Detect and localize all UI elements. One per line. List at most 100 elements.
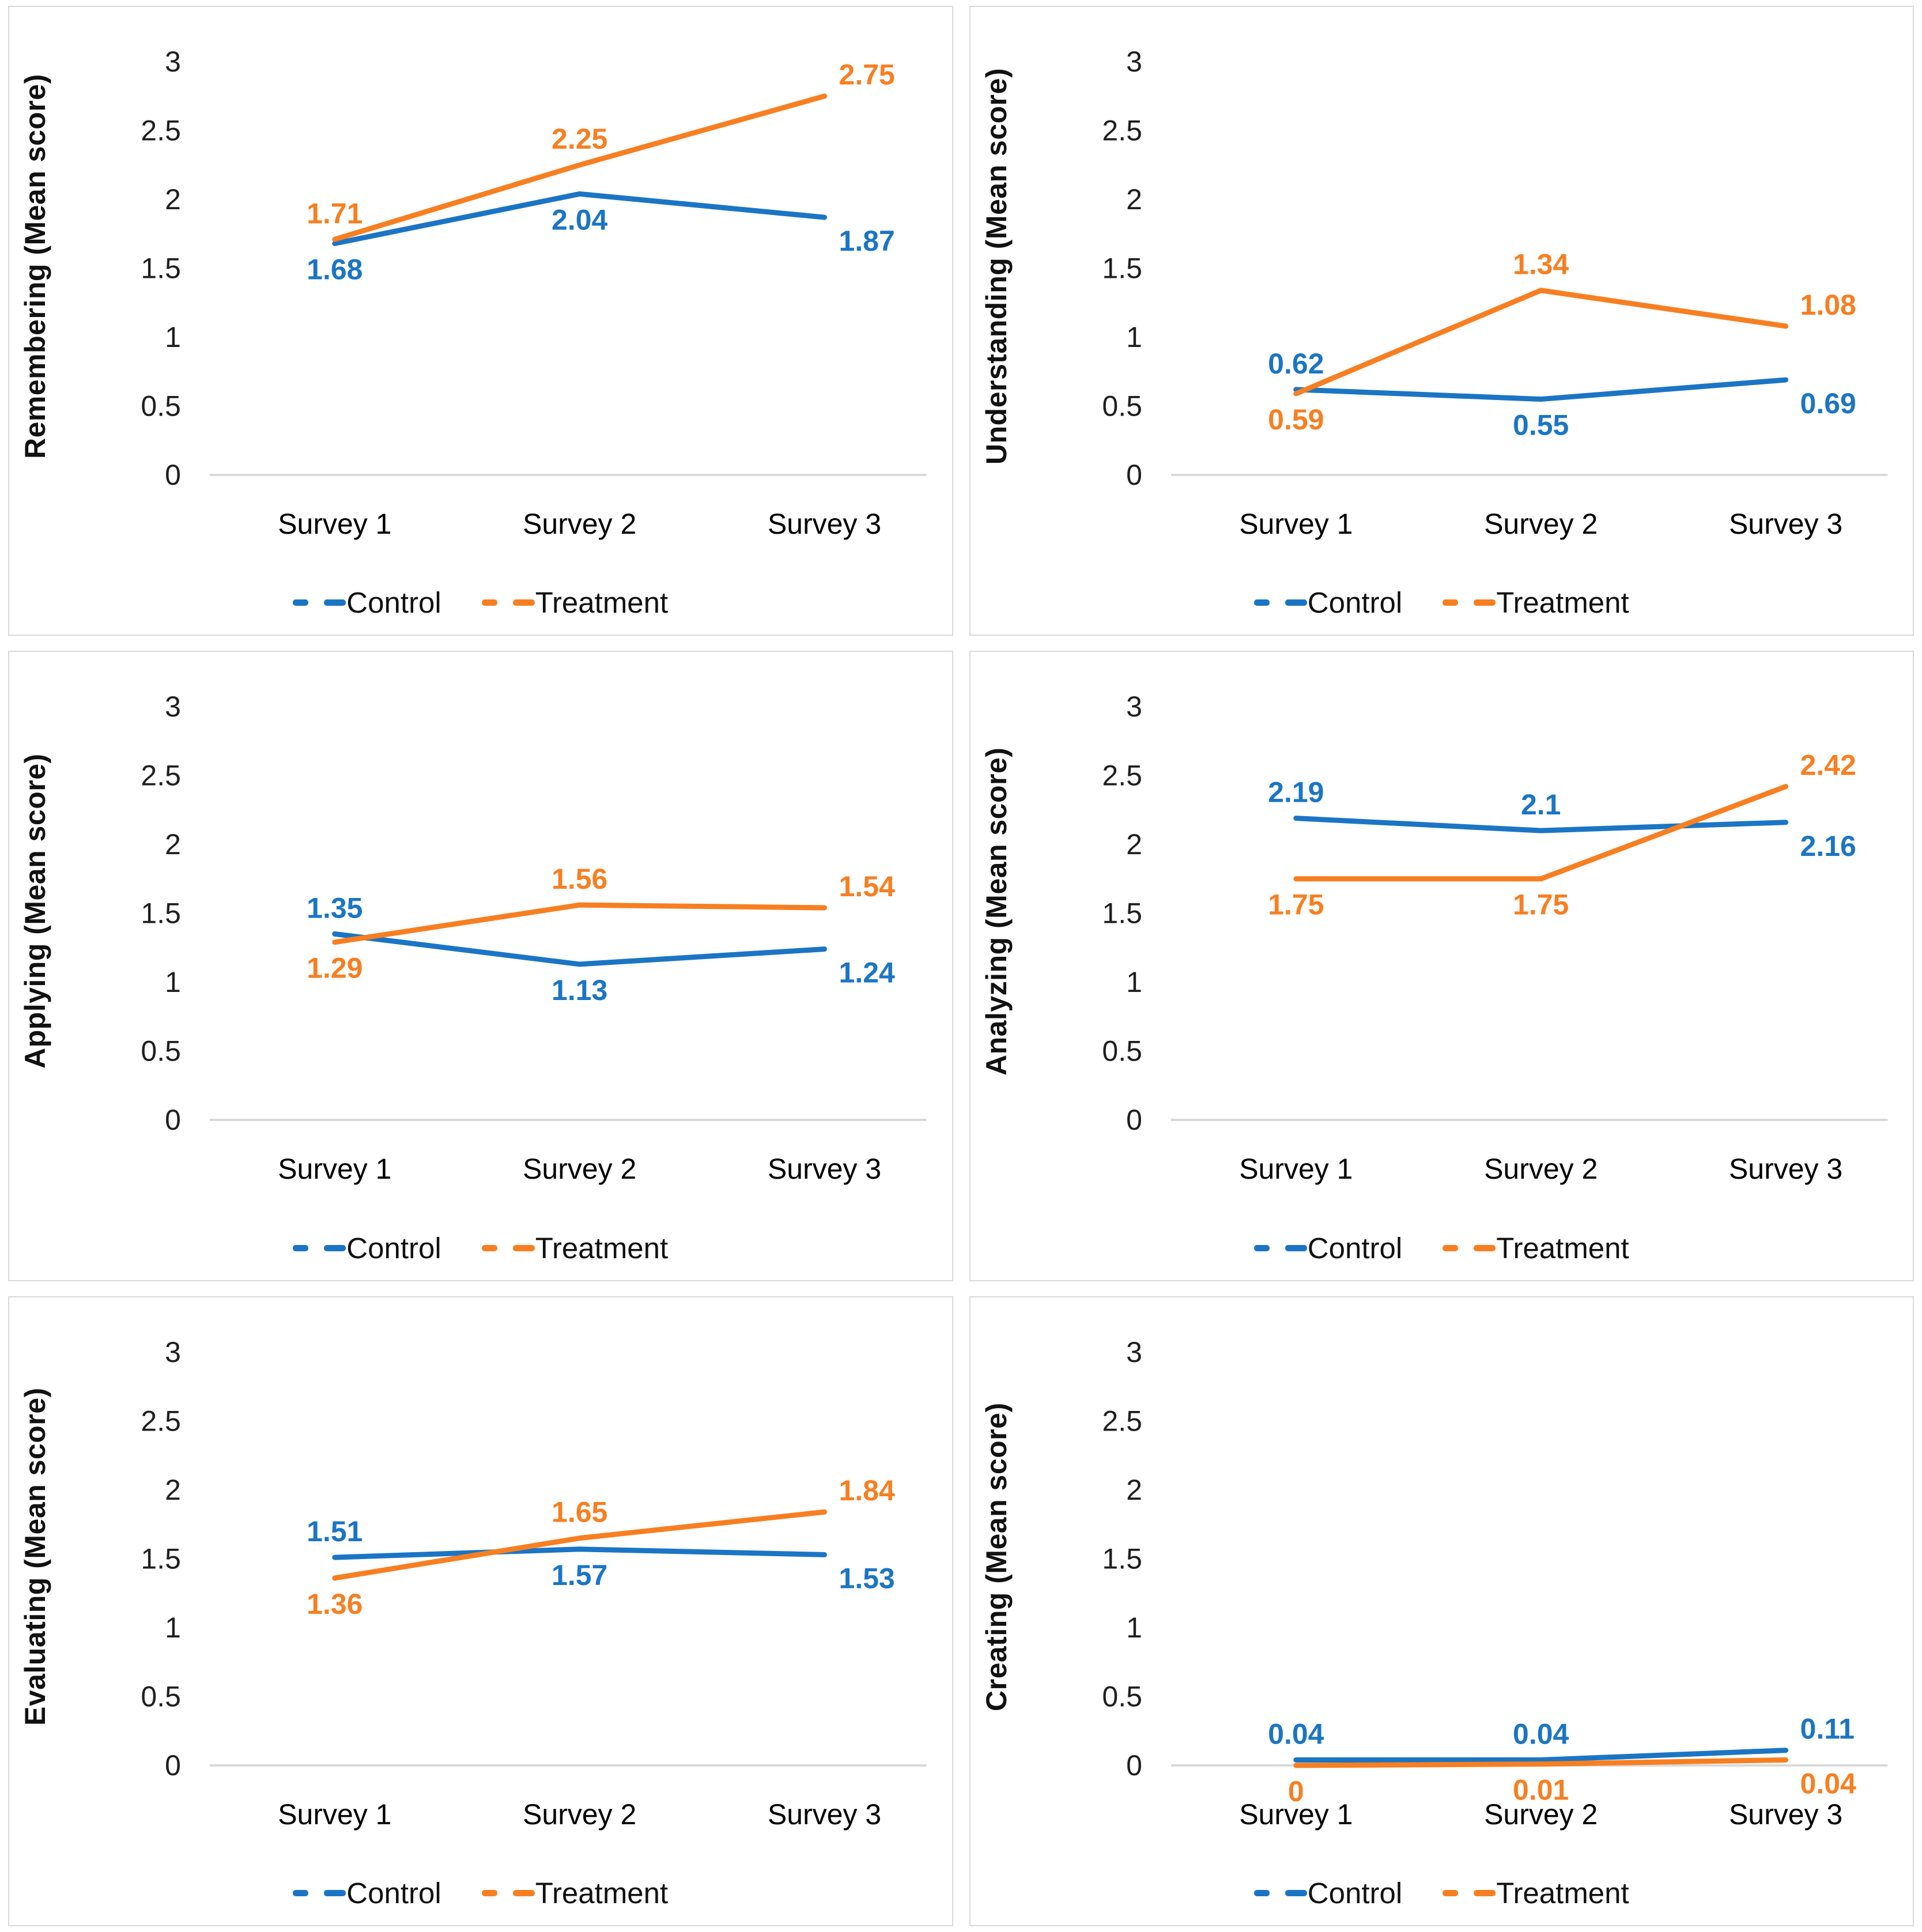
x-tick-label: Survey 2 (1484, 1798, 1598, 1831)
treatment-dash-icon (1474, 1890, 1496, 1896)
understanding-line-chart: 0 0.5 1 1.5 2 2.5 3 Survey 1 Survey 2 Survey 3 0.6… (1102, 46, 1888, 540)
control-dash-icon (293, 1244, 309, 1251)
control-dash-icon (1253, 1244, 1270, 1251)
y-axis-title: Evaluating (Mean score) (19, 1387, 51, 1726)
control-data-label: 2.19 (1268, 776, 1324, 809)
legend-label-treatment: Treatment (535, 586, 669, 620)
control-series-line (332, 1546, 828, 1560)
evaluating-line-chart: 0 0.5 1 1.5 2 2.5 3 Survey 1 Survey 2 Survey 3 1.5… (141, 1336, 927, 1831)
y-tick-label: 0 (165, 459, 181, 491)
legend-item-control: Control (1253, 586, 1402, 620)
y-tick-label: 0.5 (141, 1035, 180, 1067)
legend-label-treatment: Treatment (1496, 1877, 1629, 1910)
y-tick-label: 0 (1126, 459, 1142, 491)
x-tick-label: Survey 1 (278, 1798, 391, 1831)
treatment-data-label: 1.84 (839, 1474, 895, 1507)
applying-line-chart: 0 0.5 1 1.5 2 2.5 3 Survey 1 Survey 2 Survey 3 1.3… (141, 690, 927, 1185)
legend-label-control: Control (1307, 1231, 1403, 1265)
y-tick-label: 1.5 (1102, 897, 1142, 930)
y-tick-label: 2.5 (141, 114, 180, 146)
chart-panel-creating: Creating (Mean score) 0 0.5 1 1.5 2 2.5 3 Surve… (969, 1296, 1914, 1926)
y-tick-label: 2.5 (141, 760, 180, 792)
y-tick-label: 0 (165, 1749, 181, 1782)
legend-item-control: Control (1253, 1876, 1403, 1910)
chart-panel-analyzing: Analyzing (Mean score) 0 0.5 1 1.5 2 2.5 3 Surv… (969, 651, 1914, 1281)
legend-item-control: Control (293, 1231, 441, 1265)
control-data-label: 0.04 (1268, 1718, 1324, 1750)
control-data-label: 1.51 (307, 1515, 363, 1548)
y-tick-label: 3 (165, 1336, 181, 1368)
y-tick-label: 1.5 (1102, 1542, 1142, 1575)
treatment-data-label: 2.42 (1800, 749, 1856, 782)
treatment-series-line (1293, 1757, 1788, 1768)
legend-item-control: Control (1253, 1231, 1403, 1265)
control-data-label: 1.68 (307, 253, 363, 285)
control-series-line (1293, 377, 1788, 402)
control-series-line (1293, 816, 1788, 833)
chart-legend: Control Treatment (9, 586, 952, 620)
treatment-data-label: 0.01 (1513, 1773, 1569, 1806)
chart-legend: Control Treatment (971, 586, 1913, 620)
legend-label-control: Control (1307, 1877, 1403, 1910)
control-data-label: 1.87 (839, 225, 895, 257)
control-data-label: 0.55 (1513, 409, 1569, 442)
treatment-dash-icon (1474, 599, 1496, 606)
treatment-dash-icon (512, 599, 535, 606)
remembering-line-chart: 0 0.5 1 1.5 2 2.5 3 Survey 1 Survey 2 Survey 3 1.6… (141, 46, 927, 540)
y-tick-label: 1 (1126, 1612, 1142, 1644)
y-tick-label: 0 (1126, 1749, 1142, 1782)
y-tick-label: 1.5 (141, 1542, 180, 1575)
x-tick-label: Survey 1 (278, 1153, 391, 1185)
treatment-data-label: 1.75 (1513, 889, 1569, 921)
x-tick-label: Survey 3 (768, 508, 881, 540)
control-data-label: 0.04 (1513, 1718, 1569, 1750)
y-tick-label: 3 (1126, 690, 1142, 723)
treatment-dash-icon (1443, 599, 1459, 606)
treatment-dash-icon (481, 1244, 497, 1251)
chart-panel-evaluating: Evaluating (Mean score) 0 0.5 1 1.5 2 2.5 3 Sur… (8, 1296, 953, 1926)
control-data-label: 2.1 (1520, 788, 1560, 821)
legend-label-control: Control (346, 1231, 441, 1265)
control-dash-icon (1253, 599, 1270, 606)
control-dash-icon (293, 1890, 309, 1896)
treatment-data-label: 1.36 (307, 1588, 363, 1620)
x-tick-label: Survey 1 (1239, 1798, 1353, 1831)
y-tick-label: 0.5 (1102, 390, 1142, 422)
x-tick-label: Survey 3 (1728, 1798, 1842, 1831)
control-data-label: 1.53 (839, 1562, 895, 1594)
treatment-data-label: 0.04 (1800, 1767, 1856, 1799)
y-tick-label: 3 (1126, 1336, 1142, 1368)
control-dash-icon (1285, 1244, 1307, 1251)
y-tick-label: 2 (165, 828, 181, 861)
y-tick-label: 1 (165, 1612, 181, 1644)
x-tick-label: Survey 2 (523, 1153, 636, 1185)
y-tick-label: 0.5 (141, 1680, 180, 1712)
y-axis-title: Applying (Mean score) (19, 753, 51, 1069)
legend-item-treatment: Treatment (1443, 586, 1629, 620)
control-data-label: 0.69 (1800, 387, 1856, 420)
control-dash-icon (324, 599, 346, 606)
y-tick-label: 1 (1126, 321, 1142, 353)
treatment-dash-icon (512, 1244, 535, 1251)
y-tick-label: 1 (1126, 966, 1142, 998)
analyzing-line-chart: 0 0.5 1 1.5 2 2.5 3 Survey 1 Survey 2 Survey 3 2.1… (1102, 690, 1888, 1185)
y-tick-label: 2.5 (1102, 1405, 1142, 1437)
treatment-dash-icon (1474, 1244, 1496, 1251)
control-data-label: 1.24 (839, 957, 895, 989)
x-tick-label: Survey 1 (1239, 1153, 1353, 1185)
treatment-series-line (1293, 288, 1788, 397)
x-tick-label: Survey 3 (1728, 508, 1842, 540)
chart-legend: Control Treatment (971, 1876, 1913, 1910)
y-tick-label: 3 (165, 46, 181, 78)
legend-label-treatment: Treatment (535, 1231, 669, 1265)
x-tick-label: Survey 3 (768, 1153, 881, 1185)
legend-item-treatment: Treatment (1443, 1231, 1629, 1265)
treatment-data-label: 1.54 (839, 870, 895, 903)
x-tick-label: Survey 3 (1728, 1153, 1842, 1185)
treatment-series-line (332, 1509, 828, 1581)
treatment-dash-icon (512, 1890, 535, 1896)
treatment-data-label: 1.71 (307, 197, 363, 229)
control-dash-icon (293, 599, 309, 606)
